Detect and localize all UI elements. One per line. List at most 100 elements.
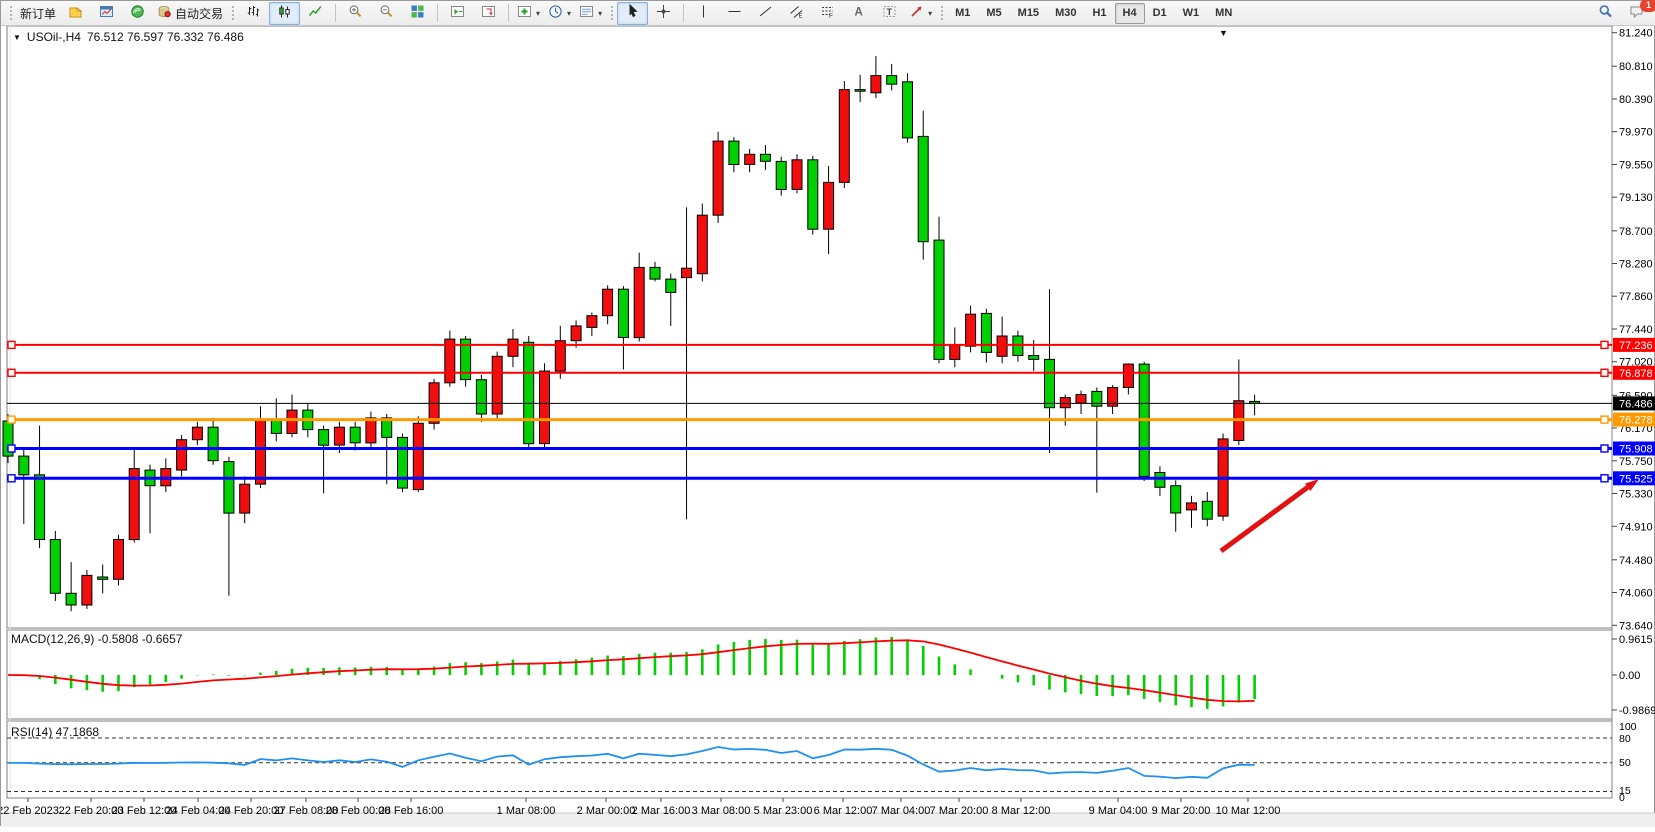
- timeframe-h4-button[interactable]: H4: [1114, 2, 1145, 24]
- candle: [649, 261, 661, 282]
- time-tick-label: 24 Feb 20:00: [219, 805, 284, 817]
- tile-windows-icon: [410, 4, 425, 22]
- candle: [191, 421, 203, 446]
- rsi-scale-label: 0: [1619, 792, 1625, 804]
- timeframe-w1-button[interactable]: W1: [1182, 7, 1200, 19]
- candle: [81, 569, 93, 609]
- horizontal-level-lines[interactable]: [7, 340, 1612, 483]
- zoom-in-button[interactable]: [340, 2, 371, 25]
- candlestick-chart[interactable]: 81.240 80.810 80.390 79.970 79.550 79.130 78.7…: [0, 25, 1655, 832]
- macd-scale-label: 0.00: [1619, 670, 1640, 682]
- templates-icon: [579, 4, 594, 22]
- arrows-button[interactable]: ▾: [905, 2, 936, 25]
- zoom-in-icon: [348, 4, 363, 22]
- price-tick-label: 74.480: [1619, 555, 1653, 567]
- chart-shift-marker[interactable]: ▼: [1219, 28, 1228, 38]
- candle: [807, 155, 819, 235]
- candle: [97, 564, 109, 594]
- toolbar-grip[interactable]: [609, 4, 615, 22]
- timeframe-d1-button[interactable]: D1: [1152, 7, 1167, 19]
- fibonacci-button[interactable]: F: [812, 2, 843, 25]
- trend-arrow[interactable]: [1219, 479, 1319, 554]
- toolbar-grip[interactable]: [8, 4, 13, 22]
- price-tick-label: 77.020: [1619, 357, 1653, 369]
- zoom-out-button[interactable]: [371, 2, 402, 25]
- equidistant-channel-button[interactable]: E: [781, 2, 812, 25]
- toolbar-separator: [335, 4, 337, 22]
- candle: [65, 562, 77, 612]
- crosshair-button[interactable]: [648, 2, 679, 25]
- candle: [412, 416, 424, 492]
- trendline-button[interactable]: [750, 2, 781, 25]
- profiles-icon: [99, 4, 114, 22]
- timeframe-h1-button[interactable]: H1: [1092, 7, 1107, 19]
- price-flag-75.525: 75.525: [1619, 473, 1653, 485]
- notification-badge: 1: [1640, 0, 1655, 12]
- bar-chart-button[interactable]: [238, 2, 269, 25]
- price-tick-label: 79.970: [1619, 127, 1653, 139]
- profiles-button[interactable]: [91, 2, 122, 25]
- timeframe-m1-button[interactable]: M1: [955, 7, 971, 19]
- candle: [1201, 492, 1213, 527]
- candle: [870, 56, 882, 99]
- candle: [1154, 466, 1166, 496]
- line-handle: [7, 415, 16, 424]
- timeframe-m5-button[interactable]: M5: [986, 7, 1002, 19]
- time-tick-label: 28 Feb 00:00: [326, 805, 391, 817]
- line-chart-button[interactable]: [300, 2, 331, 25]
- timeframe-m15-button[interactable]: M15: [1017, 7, 1040, 19]
- line-handle: [1600, 368, 1609, 377]
- cursor-button[interactable]: [617, 1, 649, 25]
- text-label-button[interactable]: T: [874, 2, 905, 25]
- candle: [775, 156, 787, 196]
- candle: [113, 534, 124, 586]
- signals-button[interactable]: [122, 2, 153, 25]
- add-indicator-icon: [517, 4, 532, 22]
- notifications-button[interactable]: 1: [1621, 0, 1655, 25]
- toolbar-grip[interactable]: [230, 4, 236, 22]
- macd-signal-line: [7, 639, 1255, 703]
- timeframe-mn-button[interactable]: MN: [1215, 7, 1233, 19]
- price-flag-76.878: 76.878: [1619, 368, 1653, 380]
- candle: [365, 411, 377, 448]
- horizontal-line-button[interactable]: [719, 2, 750, 25]
- periods-button[interactable]: ▾: [544, 2, 575, 25]
- price-axis[interactable]: 81.240 80.810 80.390 79.970 79.550 79.130 78.7…: [1612, 28, 1653, 633]
- candle: [854, 74, 866, 103]
- price-tick-label: 75.750: [1619, 456, 1653, 468]
- timeframe-m30-button[interactable]: M30: [1055, 7, 1077, 19]
- autotrade-button[interactable]: 自动交易: [153, 2, 227, 25]
- toolbar-grip[interactable]: [939, 4, 945, 22]
- add-indicator-button[interactable]: ▾: [513, 2, 544, 25]
- vertical-line-button[interactable]: [688, 2, 719, 25]
- chart-svg[interactable]: 81.240 80.810 80.390 79.970 79.550 79.130 78.7…: [0, 25, 1655, 827]
- candle: [176, 435, 188, 477]
- candle: [633, 252, 645, 342]
- svg-text:A: A: [855, 7, 863, 19]
- collapse-icon[interactable]: ▼: [13, 32, 21, 42]
- time-tick-label: 7 Mar 04:00: [872, 805, 931, 817]
- candle: [444, 330, 456, 387]
- candle: [318, 425, 330, 494]
- price-tick-label: 81.240: [1619, 28, 1653, 40]
- search-button[interactable]: [1590, 2, 1621, 25]
- chevron-down-icon: ▾: [567, 8, 572, 18]
- time-tick-label: 8 Mar 12:00: [992, 805, 1051, 817]
- time-tick-label: 23 Feb 12:00: [112, 805, 177, 817]
- price-tick-label: 73.640: [1619, 620, 1653, 632]
- chart-shift-button[interactable]: [473, 2, 504, 25]
- toolbar-right-group: 1: [1590, 0, 1655, 25]
- time-tick-label: 24 Feb 04:00: [166, 805, 231, 817]
- candle: [1170, 480, 1182, 532]
- new-chart-button[interactable]: [60, 2, 91, 25]
- auto-scroll-icon: [450, 4, 465, 22]
- chevron-down-icon: ▾: [598, 8, 603, 18]
- new-order-button[interactable]: 新订单: [16, 2, 60, 25]
- text-button[interactable]: A: [843, 2, 874, 25]
- candlestick-chart-button[interactable]: [269, 1, 301, 25]
- tile-windows-button[interactable]: [402, 2, 433, 25]
- auto-scroll-button[interactable]: [442, 2, 473, 25]
- templates-button[interactable]: ▾: [575, 2, 606, 25]
